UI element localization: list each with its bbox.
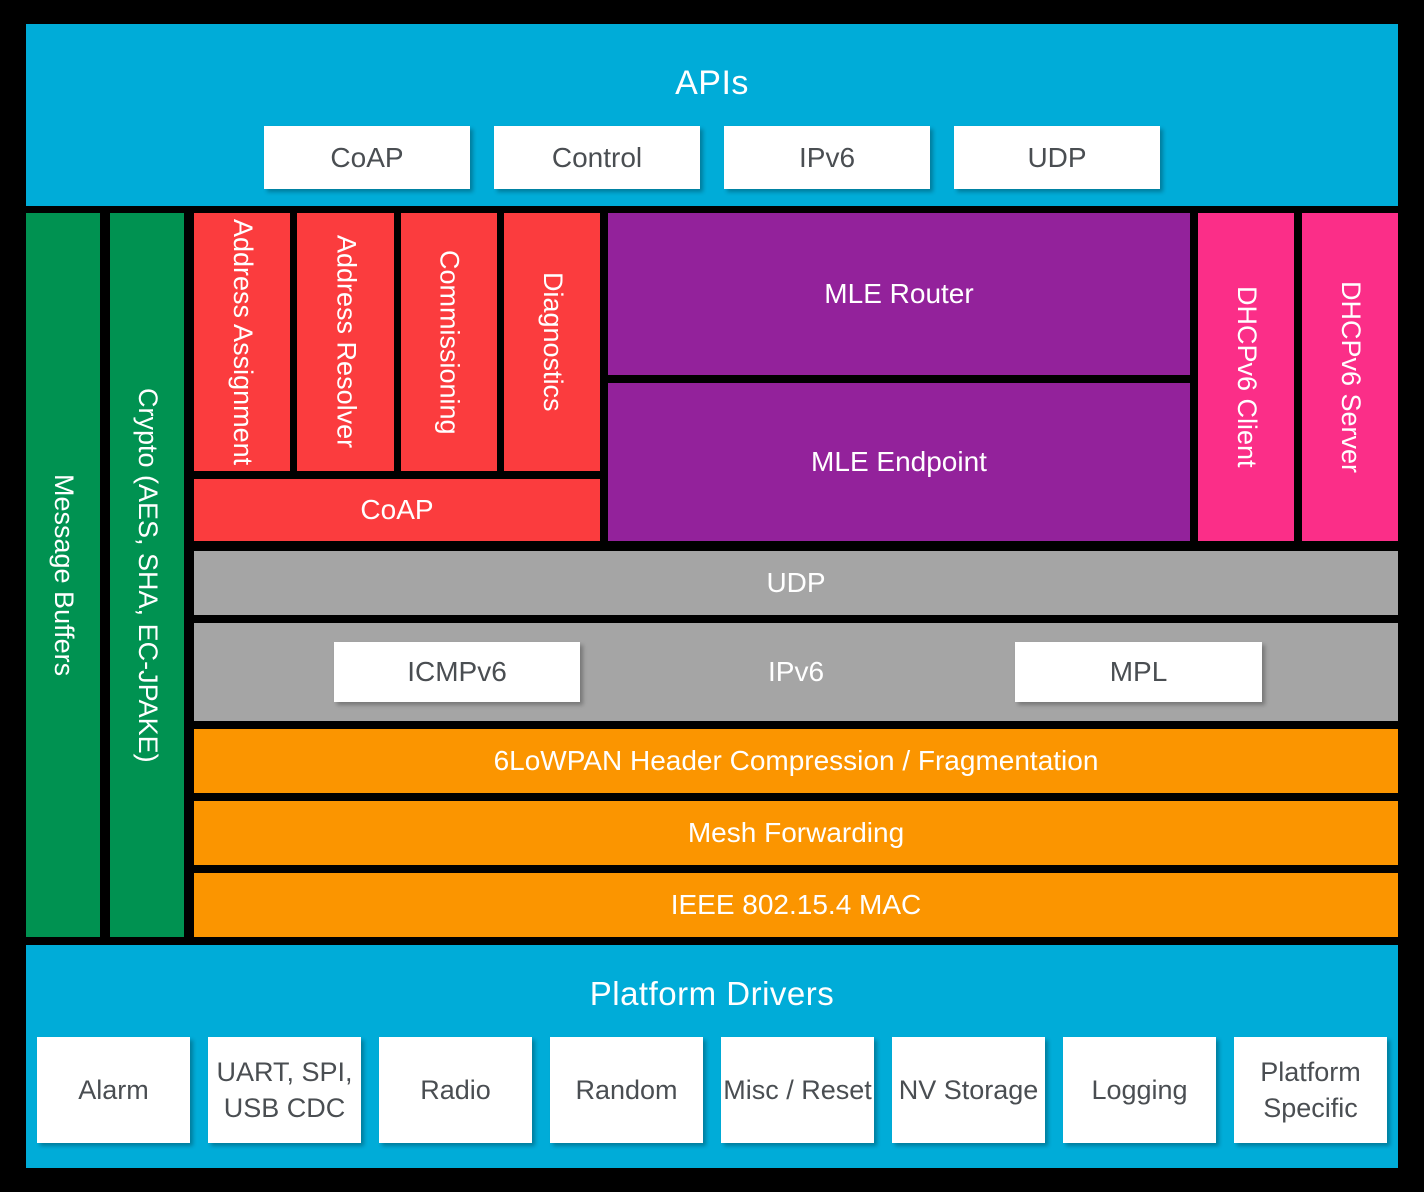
crypto-label: Crypto (AES, SHA, EC-JPAKE): [132, 387, 163, 763]
module-address-resolver-label: Address Resolver: [331, 235, 362, 449]
platform-box-misc-reset: Misc / Reset: [721, 1037, 874, 1143]
platform-box-alarm: Alarm: [37, 1037, 190, 1143]
api-box-ipv6: IPv6: [724, 126, 930, 189]
platform-box-nv-storage: NV Storage: [892, 1037, 1045, 1143]
module-address-resolver: Address Resolver: [297, 213, 394, 471]
module-diagnostics: Diagnostics: [503, 213, 600, 471]
api-box-coap: CoAP: [264, 126, 470, 189]
mle-endpoint-box: MLE Endpoint: [608, 383, 1190, 541]
mac-row: IEEE 802.15.4 MAC: [194, 873, 1398, 937]
6lowpan-row: 6LoWPAN Header Compression / Fragmentati…: [194, 729, 1398, 793]
platform-drivers-banner: Platform Drivers Alarm UART, SPI, USB CD…: [26, 945, 1398, 1168]
crypto-bar: Crypto (AES, SHA, EC-JPAKE): [110, 213, 184, 937]
mesh-forwarding-row: Mesh Forwarding: [194, 801, 1398, 865]
upper-protocols-row: Address Assignment Address Resolver Comm…: [194, 213, 1398, 541]
ipv6-row: IPv6 ICMPv6 MPL: [194, 623, 1398, 721]
protocol-stack: Address Assignment Address Resolver Comm…: [194, 213, 1398, 937]
platform-boxes-row: Alarm UART, SPI, USB CDC Radio Random Mi…: [37, 1037, 1387, 1143]
apis-title: APIs: [675, 64, 749, 102]
api-boxes-row: CoAP Control IPv6 UDP: [264, 126, 1160, 189]
red-modules-row: Address Assignment Address Resolver Comm…: [194, 213, 600, 471]
coap-box: CoAP: [194, 479, 600, 541]
module-diagnostics-label: Diagnostics: [537, 272, 568, 412]
module-address-assignment-label: Address Assignment: [228, 218, 258, 466]
mle-group: MLE Router MLE Endpoint: [608, 213, 1190, 541]
module-commissioning: Commissioning: [400, 213, 497, 471]
stack-section: Message Buffers Crypto (AES, SHA, EC-JPA…: [26, 213, 1398, 937]
mpl-box: MPL: [1015, 642, 1262, 702]
message-buffers-bar: Message Buffers: [26, 213, 100, 937]
module-address-assignment: Address Assignment: [194, 213, 291, 471]
dhcpv6-client-label: DHCPv6 Client: [1231, 286, 1262, 468]
message-buffers-label: Message Buffers: [48, 473, 79, 677]
platform-drivers-title: Platform Drivers: [589, 975, 835, 1012]
api-box-control: Control: [494, 126, 700, 189]
platform-box-random: Random: [550, 1037, 703, 1143]
platform-box-radio: Radio: [379, 1037, 532, 1143]
module-commissioning-label: Commissioning: [434, 249, 465, 435]
icmpv6-box: ICMPv6: [334, 642, 580, 702]
dhcpv6-client-bar: DHCPv6 Client: [1198, 213, 1294, 541]
platform-box-uart-spi-usb: UART, SPI, USB CDC: [208, 1037, 361, 1143]
dhcpv6-server-bar: DHCPv6 Server: [1302, 213, 1398, 541]
udp-row: UDP: [194, 551, 1398, 615]
coap-module-group: Address Assignment Address Resolver Comm…: [194, 213, 600, 541]
ipv6-label: IPv6: [767, 656, 825, 687]
mle-router-box: MLE Router: [608, 213, 1190, 375]
platform-box-logging: Logging: [1063, 1037, 1216, 1143]
dhcpv6-server-label: DHCPv6 Server: [1335, 280, 1366, 474]
api-box-udp: UDP: [954, 126, 1160, 189]
platform-box-platform-specific: Platform Specific: [1234, 1037, 1387, 1143]
apis-banner: APIs CoAP Control IPv6 UDP: [26, 24, 1398, 206]
